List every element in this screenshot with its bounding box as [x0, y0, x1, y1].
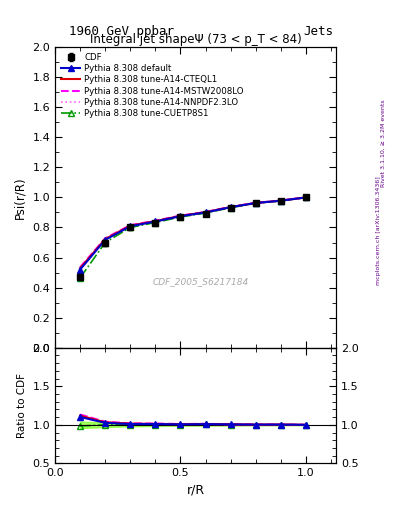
Pythia 8.308 tune-A14-MSTW2008LO: [303, 195, 308, 201]
Pythia 8.308 default: [279, 198, 283, 204]
Pythia 8.308 default: [303, 195, 308, 201]
Pythia 8.308 tune-A14-MSTW2008LO: [78, 264, 83, 270]
Y-axis label: Ratio to CDF: Ratio to CDF: [17, 373, 27, 438]
Pythia 8.308 default: [253, 200, 258, 206]
Pythia 8.308 tune-A14-CTEQL1: [203, 209, 208, 215]
Pythia 8.308 tune-A14-CTEQL1: [253, 200, 258, 206]
Y-axis label: Psi(r/R): Psi(r/R): [14, 176, 27, 219]
Pythia 8.308 tune-CUETP8S1: [178, 214, 183, 220]
Pythia 8.308 default: [178, 213, 183, 219]
Line: Pythia 8.308 tune-CUETP8S1: Pythia 8.308 tune-CUETP8S1: [77, 195, 309, 281]
Title: Integral jet shapeΨ (73 < p_T < 84): Integral jet shapeΨ (73 < p_T < 84): [90, 33, 301, 46]
Line: Pythia 8.308 tune-A14-MSTW2008LO: Pythia 8.308 tune-A14-MSTW2008LO: [80, 198, 306, 267]
Pythia 8.308 tune-CUETP8S1: [279, 198, 283, 204]
Pythia 8.308 tune-CUETP8S1: [253, 200, 258, 206]
Pythia 8.308 tune-A14-MSTW2008LO: [128, 222, 133, 228]
Line: Pythia 8.308 default: Pythia 8.308 default: [77, 195, 309, 272]
Pythia 8.308 tune-A14-CTEQL1: [153, 218, 158, 224]
Pythia 8.308 default: [228, 204, 233, 210]
Pythia 8.308 default: [103, 237, 108, 243]
Line: Pythia 8.308 tune-A14-CTEQL1: Pythia 8.308 tune-A14-CTEQL1: [80, 198, 306, 268]
Legend: CDF, Pythia 8.308 default, Pythia 8.308 tune-A14-CTEQL1, Pythia 8.308 tune-A14-M: CDF, Pythia 8.308 default, Pythia 8.308 …: [59, 51, 246, 120]
Pythia 8.308 tune-A14-MSTW2008LO: [153, 218, 158, 224]
Pythia 8.308 tune-A14-NNPDF2.3LO: [103, 236, 108, 242]
Text: mcplots.cern.ch [arXiv:1306.3436]: mcplots.cern.ch [arXiv:1306.3436]: [376, 176, 380, 285]
Text: CDF_2005_S6217184: CDF_2005_S6217184: [153, 277, 249, 286]
Pythia 8.308 tune-CUETP8S1: [303, 195, 308, 201]
Pythia 8.308 tune-CUETP8S1: [128, 224, 133, 230]
Pythia 8.308 tune-CUETP8S1: [78, 275, 83, 281]
Pythia 8.308 default: [78, 267, 83, 273]
Pythia 8.308 tune-A14-CTEQL1: [279, 198, 283, 204]
Text: Jets: Jets: [303, 25, 333, 37]
Pythia 8.308 tune-A14-CTEQL1: [303, 195, 308, 201]
Pythia 8.308 tune-A14-CTEQL1: [228, 204, 233, 210]
Pythia 8.308 tune-A14-MSTW2008LO: [203, 209, 208, 215]
Line: Pythia 8.308 tune-A14-NNPDF2.3LO: Pythia 8.308 tune-A14-NNPDF2.3LO: [80, 198, 306, 268]
Pythia 8.308 tune-A14-NNPDF2.3LO: [153, 218, 158, 224]
Pythia 8.308 tune-A14-NNPDF2.3LO: [303, 195, 308, 201]
Pythia 8.308 tune-A14-NNPDF2.3LO: [203, 209, 208, 215]
Text: Rivet 3.1.10, ≥ 3.2M events: Rivet 3.1.10, ≥ 3.2M events: [381, 99, 386, 187]
Pythia 8.308 tune-A14-CTEQL1: [178, 213, 183, 219]
Pythia 8.308 tune-A14-NNPDF2.3LO: [128, 222, 133, 228]
Pythia 8.308 tune-A14-CTEQL1: [103, 236, 108, 242]
Pythia 8.308 tune-CUETP8S1: [103, 240, 108, 246]
Pythia 8.308 default: [128, 223, 133, 229]
Pythia 8.308 tune-A14-NNPDF2.3LO: [279, 198, 283, 204]
X-axis label: r/R: r/R: [186, 484, 205, 497]
Pythia 8.308 default: [203, 209, 208, 216]
Pythia 8.308 default: [153, 219, 158, 225]
Pythia 8.308 tune-A14-MSTW2008LO: [253, 200, 258, 206]
Pythia 8.308 tune-A14-MSTW2008LO: [178, 212, 183, 219]
Pythia 8.308 tune-A14-NNPDF2.3LO: [178, 212, 183, 219]
Pythia 8.308 tune-A14-CTEQL1: [78, 265, 83, 271]
Pythia 8.308 tune-CUETP8S1: [153, 220, 158, 226]
Pythia 8.308 tune-A14-MSTW2008LO: [279, 198, 283, 204]
Pythia 8.308 tune-CUETP8S1: [228, 205, 233, 211]
Pythia 8.308 tune-A14-CTEQL1: [128, 223, 133, 229]
Pythia 8.308 tune-A14-MSTW2008LO: [103, 235, 108, 241]
Pythia 8.308 tune-CUETP8S1: [203, 210, 208, 216]
Pythia 8.308 tune-A14-NNPDF2.3LO: [228, 204, 233, 210]
Text: 1960 GeV ppbar: 1960 GeV ppbar: [69, 25, 174, 37]
Pythia 8.308 tune-A14-NNPDF2.3LO: [253, 200, 258, 206]
Pythia 8.308 tune-A14-NNPDF2.3LO: [78, 265, 83, 271]
Pythia 8.308 tune-A14-MSTW2008LO: [228, 204, 233, 210]
